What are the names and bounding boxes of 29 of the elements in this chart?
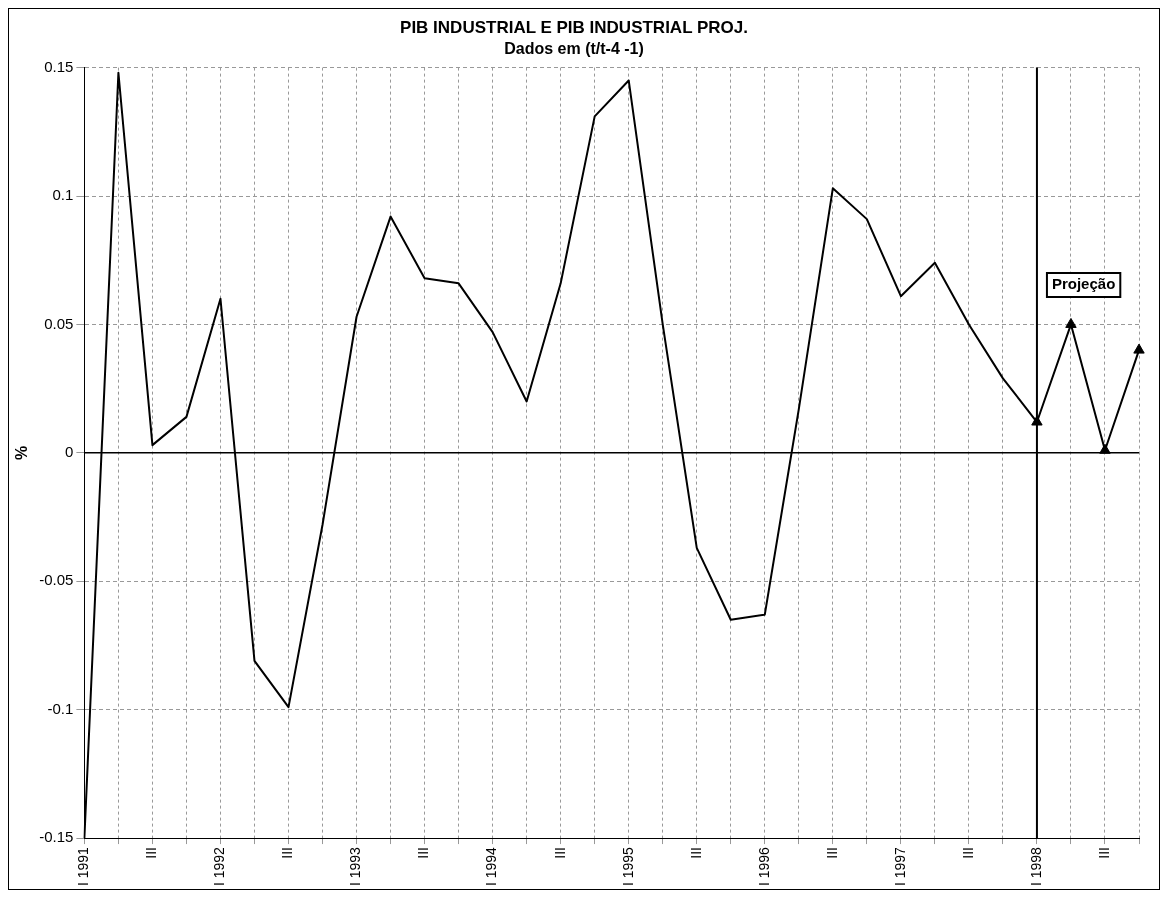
y-tick-label: 0.1 (52, 186, 74, 204)
x-tick-label: III (823, 847, 840, 859)
x-tick-label: III (687, 847, 704, 859)
y-tick-label: -0.15 (39, 828, 74, 846)
x-tick-label: I 1997 (891, 846, 908, 887)
y-tick-label: -0.1 (47, 699, 74, 717)
x-tick-label: I 1995 (619, 846, 636, 887)
x-tick-label: I 1998 (1027, 846, 1044, 887)
x-tick-label: I 1993 (347, 846, 364, 887)
x-tick-label: I 1991 (75, 846, 92, 887)
x-tick-label: I 1992 (211, 846, 228, 887)
x-tick-label: III (415, 847, 432, 859)
ref-line-label: Projeção (1051, 275, 1116, 293)
x-tick-label: I 1994 (483, 846, 500, 887)
y-tick-label: 0.15 (44, 57, 74, 75)
y-tick-label: -0.05 (39, 571, 74, 589)
x-tick-label: III (551, 847, 568, 859)
y-tick-label: 0.05 (44, 314, 74, 332)
chart-title: PIB INDUSTRIAL E PIB INDUSTRIAL PROJ. (400, 17, 748, 37)
y-tick-label: 0 (65, 442, 74, 460)
y-axis-title: % (13, 445, 31, 460)
chart-subtitle: Dados em (t/t-4 -1) (504, 40, 644, 58)
x-tick-label: III (143, 847, 160, 859)
x-tick-label: III (959, 847, 976, 859)
point (1065, 317, 1077, 328)
x-tick-label: III (1095, 847, 1112, 859)
x-tick-label: I 1996 (755, 846, 772, 887)
x-tick-label: III (279, 847, 296, 859)
point (1133, 343, 1145, 354)
